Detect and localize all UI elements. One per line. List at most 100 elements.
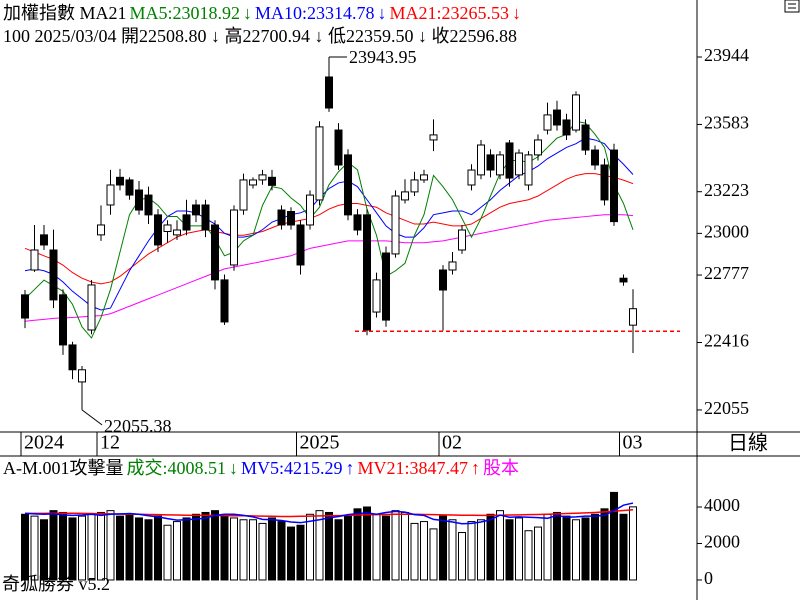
volume-ma-line xyxy=(24,502,634,525)
candle-body xyxy=(505,142,514,179)
header-text: MV21:3847.47 xyxy=(357,458,469,478)
header-text: MA10:23314.78 xyxy=(255,3,375,23)
header-text: MV5:4215.29 xyxy=(241,458,343,478)
volume-bar xyxy=(401,511,409,581)
volume-bar xyxy=(591,513,599,581)
candle-body xyxy=(619,277,628,283)
candle-body xyxy=(154,214,162,246)
volume-bar xyxy=(534,526,542,581)
y-tick-label: 2000 xyxy=(704,532,740,552)
volume-bar xyxy=(125,513,134,581)
header-text: MA5:23018.92 xyxy=(129,3,241,23)
min-annotation: 22055.38 xyxy=(104,416,172,436)
header-text: 加權指數 MA21 xyxy=(3,3,127,23)
volume-bar xyxy=(144,519,153,581)
annotation-leader xyxy=(81,409,103,426)
volume-bar xyxy=(524,530,533,581)
candle-body xyxy=(21,294,29,319)
candle-body xyxy=(315,126,324,201)
brand: 奇狐勝券 v5.2 xyxy=(2,574,110,594)
x-tick-label: 12 xyxy=(100,432,120,454)
header-arrow: ↑ xyxy=(345,458,355,478)
volume-bar xyxy=(249,519,257,581)
volume-bar xyxy=(268,517,276,581)
candle-body xyxy=(363,214,371,331)
candle-body xyxy=(144,194,153,216)
volume-bar xyxy=(173,521,181,581)
candle-body xyxy=(296,224,305,266)
y-tick-label: 23944 xyxy=(704,45,749,65)
candle-body xyxy=(116,176,124,186)
candle-body xyxy=(306,194,314,226)
volume-bar xyxy=(30,515,39,581)
volume-bar xyxy=(315,510,324,581)
volume-bar xyxy=(97,511,105,581)
volume-bar xyxy=(49,510,58,581)
candle-body xyxy=(524,154,533,186)
candle-body xyxy=(40,234,48,246)
candle-body xyxy=(562,119,571,136)
volume-bar xyxy=(59,511,67,581)
candle-body xyxy=(486,154,495,171)
header-arrow: ↓ xyxy=(512,3,522,23)
header-line-2: 100 2025/03/04 開22508.80 ↓ 高22700.94 ↓ 低… xyxy=(3,26,518,46)
volume-bar xyxy=(211,510,219,581)
volume-bar xyxy=(562,515,571,581)
y-tick-label: 23000 xyxy=(704,222,749,242)
volume-bar xyxy=(363,506,371,581)
header-text: A-M.001攻擊量 xyxy=(3,458,124,478)
candle-body xyxy=(391,195,400,255)
volume-bar xyxy=(353,508,362,581)
candle-body xyxy=(344,154,352,216)
candle-body xyxy=(220,279,229,323)
header-text: 股本 xyxy=(483,458,520,478)
ma-line xyxy=(24,214,634,322)
volume-bar xyxy=(135,517,143,581)
candle-body xyxy=(458,229,466,251)
volume-bar xyxy=(629,506,637,581)
candle-body xyxy=(59,294,67,346)
volume-bar xyxy=(192,513,200,581)
volume-bar xyxy=(296,524,305,581)
volume-bar xyxy=(420,521,428,581)
candle-body xyxy=(106,184,115,206)
volume-bar xyxy=(258,522,267,581)
volume-bar xyxy=(40,519,48,581)
volume-bar xyxy=(410,522,419,581)
volume-bar xyxy=(619,513,628,581)
candle-body xyxy=(287,211,295,226)
y-tick-label: 22777 xyxy=(704,263,749,283)
volume-bar xyxy=(334,519,343,581)
volume-bar xyxy=(467,521,476,581)
candle-body xyxy=(610,149,618,223)
candle-body xyxy=(410,179,419,193)
candle-body xyxy=(467,169,476,186)
header-arrow: ↓ xyxy=(229,458,239,478)
candle-body xyxy=(68,344,77,371)
header-line-1: 加權指數 MA21 MA5:23018.92 ↓ MA10:23314.78 ↓ MA21… xyxy=(3,2,800,24)
candle-body xyxy=(49,249,58,301)
volume-bar xyxy=(448,519,457,581)
window-button[interactable] xyxy=(784,0,800,13)
x-tick-label: 02 xyxy=(442,432,462,454)
volume-bar xyxy=(553,511,561,581)
candle-body xyxy=(173,229,181,236)
candle-body xyxy=(515,152,523,176)
volume-bar xyxy=(372,513,381,581)
x-tick-label: 2025 xyxy=(300,432,340,454)
candle-body xyxy=(87,284,96,331)
volume-bar xyxy=(106,510,115,581)
period-label[interactable]: 日線 xyxy=(728,432,768,455)
volume-bar xyxy=(391,510,400,581)
volume-bar xyxy=(220,515,229,581)
volume-bar xyxy=(277,521,286,581)
volume-bar xyxy=(68,517,77,581)
volume-bar xyxy=(182,517,191,581)
volume-bar xyxy=(287,526,295,581)
candle-body xyxy=(135,189,143,211)
y-tick-label: 22055 xyxy=(704,398,749,418)
candle-body xyxy=(534,139,542,156)
candle-body xyxy=(258,174,267,181)
volume-bar xyxy=(239,519,248,581)
